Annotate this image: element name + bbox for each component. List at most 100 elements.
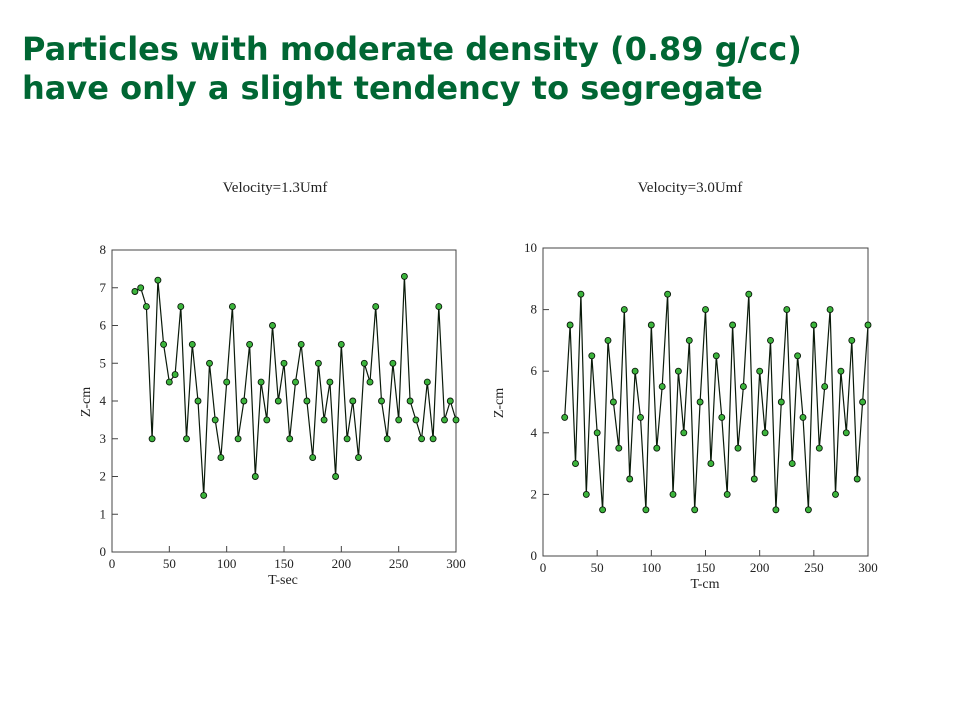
data-point xyxy=(183,435,190,443)
x-axis-label: T-sec xyxy=(268,573,298,588)
data-point xyxy=(685,336,693,344)
y-tick-label: 4 xyxy=(100,393,107,408)
data-point xyxy=(366,378,374,386)
y-tick-label: 0 xyxy=(531,548,538,563)
data-point xyxy=(412,416,420,424)
data-point xyxy=(582,490,590,498)
data-point xyxy=(859,398,867,406)
data-point xyxy=(718,413,726,421)
x-tick-label: 200 xyxy=(332,556,352,571)
data-point xyxy=(314,359,322,367)
data-point xyxy=(712,352,720,360)
data-point xyxy=(280,359,288,367)
data-point xyxy=(360,359,368,367)
data-point xyxy=(572,460,579,468)
y-tick-label: 6 xyxy=(531,363,538,378)
data-point xyxy=(702,306,709,314)
data-point xyxy=(815,444,823,452)
x-tick-label: 250 xyxy=(389,556,409,571)
data-point xyxy=(234,435,242,443)
data-point xyxy=(343,435,351,443)
data-point xyxy=(561,413,569,421)
data-point xyxy=(131,288,139,295)
data-point xyxy=(326,378,334,386)
data-point xyxy=(349,397,357,405)
data-point xyxy=(188,340,196,348)
plot-frame xyxy=(542,247,869,557)
data-point xyxy=(680,429,688,437)
data-point xyxy=(604,336,612,344)
y-tick-label: 0 xyxy=(100,544,107,559)
data-point xyxy=(137,284,145,292)
data-point xyxy=(647,321,655,329)
x-tick-label: 100 xyxy=(217,556,237,571)
data-point xyxy=(707,460,715,468)
data-point xyxy=(626,475,634,483)
data-point xyxy=(452,416,460,424)
data-point xyxy=(286,435,294,443)
x-tick-label: 300 xyxy=(858,560,878,575)
data-point xyxy=(389,359,397,367)
y-tick-label: 6 xyxy=(100,318,107,333)
slide-title-line-1: Particles with moderate density (0.89 g/… xyxy=(22,30,802,68)
x-tick-label: 200 xyxy=(750,560,770,575)
data-point xyxy=(864,321,872,329)
data-point xyxy=(788,460,796,468)
data-point xyxy=(794,352,802,360)
data-point xyxy=(669,490,677,498)
data-point xyxy=(395,416,403,424)
x-tick-label: 0 xyxy=(109,556,116,571)
data-point xyxy=(446,397,454,405)
data-point xyxy=(631,367,639,375)
data-point xyxy=(251,473,259,480)
data-point xyxy=(435,303,443,311)
data-point xyxy=(274,397,282,405)
data-point xyxy=(745,290,753,298)
data-point xyxy=(842,429,850,437)
y-tick-label: 4 xyxy=(531,425,538,440)
x-axis-label: T-cm xyxy=(690,577,719,592)
data-point xyxy=(767,336,774,344)
data-point xyxy=(383,435,391,443)
y-tick-label: 7 xyxy=(100,280,107,295)
chart-velocity-1-3umf: Velocity=1.3Umf T-sec Z-cm 0 50 100 150 200 2… xyxy=(79,180,466,588)
data-point xyxy=(223,378,231,386)
data-point xyxy=(853,475,861,483)
data-point xyxy=(739,383,747,391)
data-point xyxy=(378,397,385,405)
y-tick-label: 1 xyxy=(100,506,107,521)
data-point xyxy=(177,303,185,311)
data-point xyxy=(761,429,769,437)
data-point xyxy=(154,276,162,284)
data-point xyxy=(637,413,644,421)
x-tick-label: 300 xyxy=(446,556,466,571)
y-tick-label: 2 xyxy=(100,469,107,484)
data-point xyxy=(148,435,156,443)
data-point xyxy=(566,321,574,329)
data-point xyxy=(423,378,431,386)
x-tick-label: 0 xyxy=(540,560,547,575)
x-tick-label: 50 xyxy=(163,556,176,571)
series-line xyxy=(134,275,457,496)
data-point xyxy=(194,397,202,405)
data-point xyxy=(810,321,818,329)
data-point xyxy=(577,290,585,298)
y-tick-label: 8 xyxy=(531,302,538,317)
data-point xyxy=(609,398,617,406)
data-point xyxy=(337,340,345,348)
x-tick-label: 50 xyxy=(591,560,604,575)
data-point xyxy=(821,383,829,391)
chart-title: Velocity=1.3Umf xyxy=(223,180,328,196)
chart-velocity-3-0umf: Velocity=3.0Umf T-cm Z-cm 0 50 100 150 200 25… xyxy=(492,180,878,592)
data-point xyxy=(292,378,299,386)
data-point xyxy=(804,506,812,514)
data-point xyxy=(696,398,704,406)
x-tick-label: 250 xyxy=(804,560,824,575)
y-axis-label: Z-cm xyxy=(79,387,94,417)
data-point xyxy=(263,416,271,424)
data-point xyxy=(599,506,607,514)
data-point xyxy=(734,444,742,452)
data-point xyxy=(200,491,208,499)
data-point xyxy=(332,473,340,480)
data-point xyxy=(777,398,785,406)
